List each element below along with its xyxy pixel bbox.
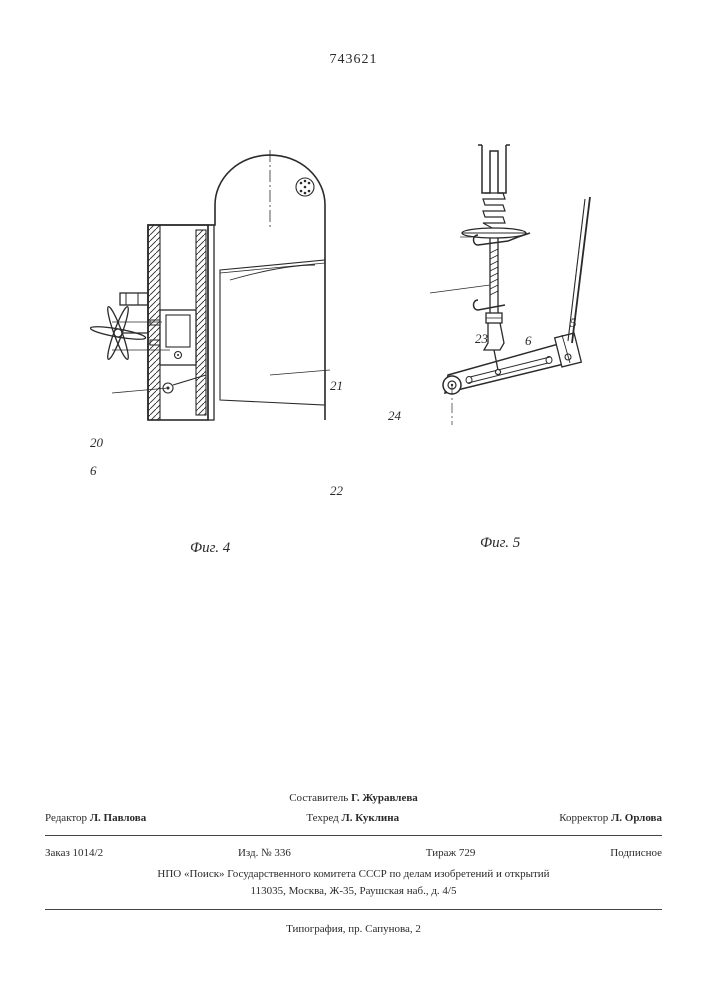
- editor: Редактор Л. Павлова: [45, 812, 146, 824]
- callout-22: 22: [330, 483, 343, 499]
- callout-5: 5: [570, 315, 577, 331]
- izd-number: Изд. № 336: [238, 847, 291, 859]
- compiler-label: Составитель: [289, 792, 348, 804]
- figure-4-caption: Фиг. 4: [190, 540, 230, 557]
- colophon: Составитель Г. Журавлева Редактор Л. Пав…: [0, 788, 707, 1000]
- typography-line: Типография, пр. Сапунова, 2: [45, 917, 662, 935]
- callout-24: 24: [388, 408, 401, 424]
- patent-number: 743621: [330, 52, 378, 68]
- callout-6-fig5: 6: [525, 333, 532, 349]
- tirazh: Тираж 729: [426, 847, 476, 859]
- org-line-2: 113035, Москва, Ж-35, Раушская наб., д. …: [45, 883, 662, 900]
- compiler-name: Г. Журавлева: [351, 792, 418, 804]
- callout-23: 23: [475, 331, 488, 347]
- callout-6-fig4: 6: [90, 463, 97, 479]
- figure-5: [390, 135, 610, 440]
- figure-4: [90, 115, 350, 425]
- figures-area: 20 6 21 22 23 6 5 24 Фиг. 4 Фиг. 5: [0, 115, 707, 575]
- techred: Техред Л. Куклина: [306, 812, 399, 824]
- callout-20: 20: [90, 435, 103, 451]
- subscription: Подписное: [610, 847, 662, 859]
- order-number: Заказ 1014/2: [45, 847, 103, 859]
- org-line-1: НПО «Поиск» Государственного комитета СС…: [45, 866, 662, 883]
- corrector: Корректор Л. Орлова: [559, 812, 662, 824]
- callout-21: 21: [330, 378, 343, 394]
- figure-5-caption: Фиг. 5: [480, 535, 520, 552]
